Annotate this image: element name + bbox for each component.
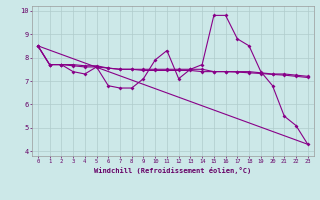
X-axis label: Windchill (Refroidissement éolien,°C): Windchill (Refroidissement éolien,°C) bbox=[94, 167, 252, 174]
